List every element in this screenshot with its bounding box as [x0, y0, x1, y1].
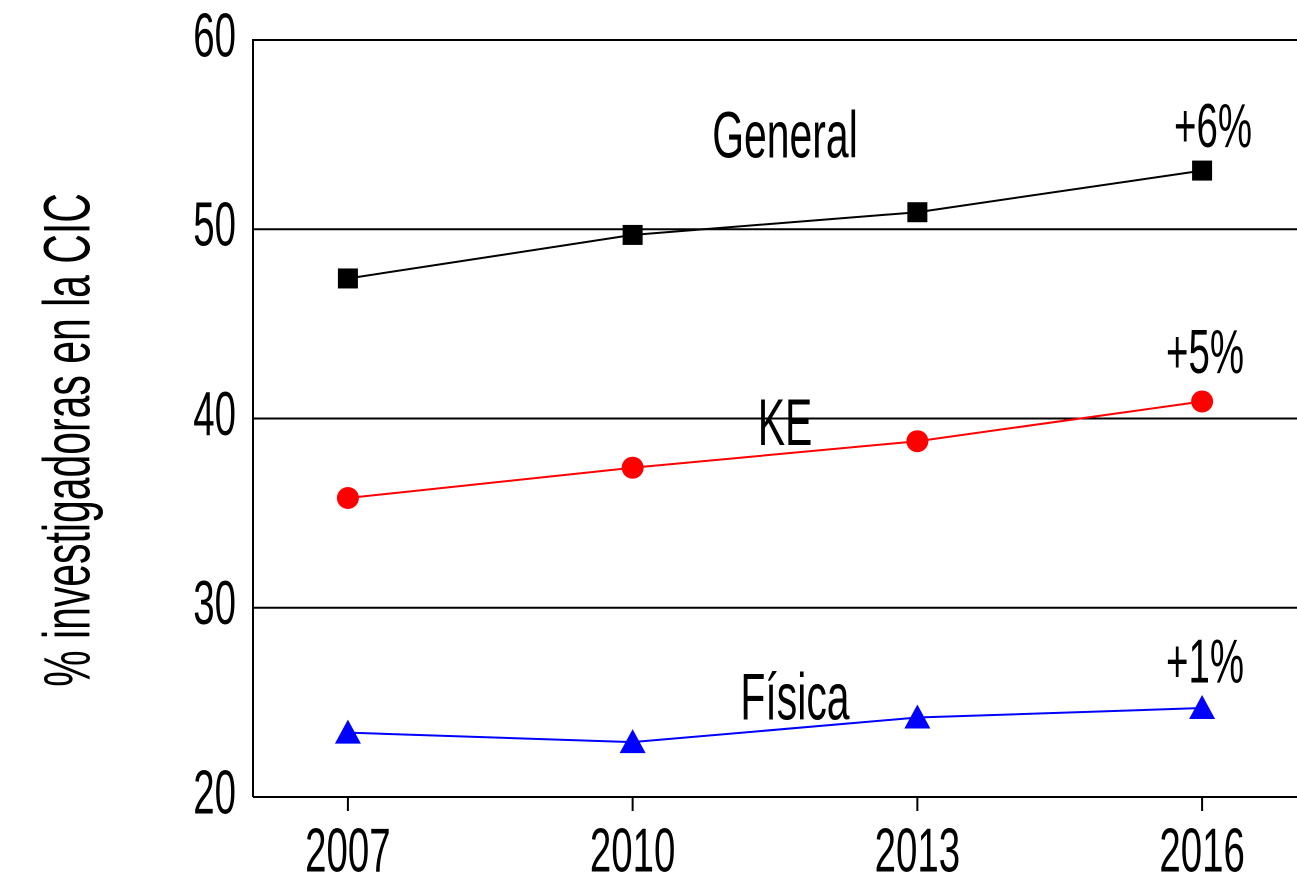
- series-label: KE: [758, 385, 813, 460]
- annotation: +6%: [1174, 90, 1252, 160]
- y-tick-label: 40: [193, 378, 236, 448]
- series-line: [347, 169, 1203, 280]
- series-label: General: [712, 97, 858, 172]
- y-tick-label: 20: [193, 757, 236, 827]
- x-tick-label: 2013: [875, 815, 961, 885]
- marker: [334, 719, 361, 744]
- y-axis-label: % investigadoras en la CIC: [29, 193, 104, 687]
- marker: [337, 268, 358, 289]
- marker: [904, 704, 931, 729]
- marker: [1192, 160, 1213, 181]
- marker: [622, 224, 643, 245]
- annotation: +1%: [1166, 626, 1244, 696]
- y-tick-label: 60: [193, 0, 236, 70]
- annotation: +5%: [1166, 316, 1244, 386]
- x-tick-label: 2010: [590, 815, 676, 885]
- marker: [336, 486, 359, 509]
- y-tick-label: 30: [193, 568, 236, 638]
- series-label: Física: [740, 659, 849, 734]
- series-line: [347, 400, 1203, 499]
- marker: [621, 456, 644, 479]
- marker: [1191, 390, 1214, 413]
- x-tick-label: 2007: [305, 815, 391, 885]
- marker: [1189, 695, 1216, 720]
- marker: [907, 202, 928, 223]
- y-tick-label: 50: [193, 189, 236, 259]
- x-tick-label: 2016: [1159, 815, 1245, 885]
- series-line: [347, 707, 1203, 744]
- marker: [906, 430, 929, 453]
- marker: [619, 729, 646, 754]
